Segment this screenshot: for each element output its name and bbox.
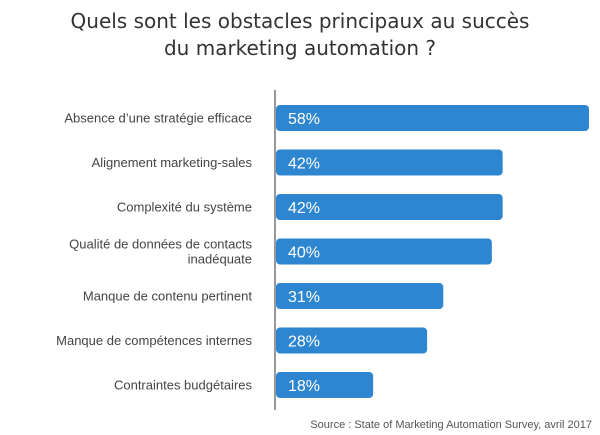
chart-title-line-2: du marketing automation ? [164,36,436,60]
bar [276,283,444,309]
category-label: Contraintes budgétaires [114,378,253,393]
bar-value-label: 58% [288,111,320,128]
category-label: Manque de compétences internes [56,333,252,348]
bar-value-label: 42% [288,200,320,217]
bar-value-label: 18% [288,378,320,395]
category-label: inadéquate [188,252,252,267]
chart-source: Source : State of Marketing Automation S… [310,419,592,431]
category-label: Complexité du système [117,200,252,215]
bar [276,238,492,265]
chart-title-line-1: Quels sont les obstacles principaux au s… [71,9,530,33]
category-label: Absence d’une stratégie efficace [64,111,252,126]
bar [276,149,503,176]
bar-value-label: 31% [288,289,320,306]
category-label: Manque de contenu pertinent [83,289,253,304]
bar-value-label: 40% [288,245,320,262]
bars-group: 58% Absence d’une stratégie efficace 42% Al… [56,105,589,398]
bar-value-label: 28% [288,334,320,351]
bar [276,194,503,220]
bar [276,372,374,398]
bar [276,105,589,131]
category-label: Alignement marketing-sales [92,155,253,170]
category-label: Qualité de données de contacts [69,237,252,252]
bar [276,327,428,354]
bar-value-label: 42% [288,156,320,173]
